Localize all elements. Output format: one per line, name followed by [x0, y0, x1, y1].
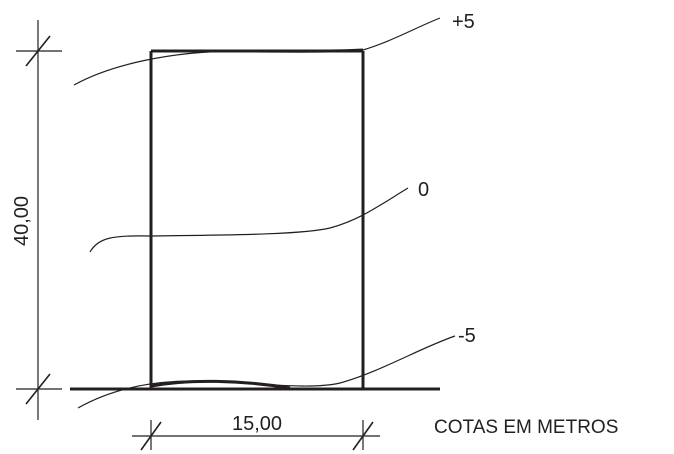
plot-rectangle [149, 49, 365, 389]
contour-line-minus5-overlap [150, 379, 291, 390]
width-dimension-label: 15,00 [232, 413, 282, 435]
contour-label-minus5: -5 [458, 325, 476, 347]
contour-label-zero: 0 [418, 179, 429, 201]
contour-line-zero [89, 187, 409, 253]
contour-line-plus5-overlap [239, 48, 364, 53]
contour-line-minus5 [77, 335, 456, 409]
height-dimension: 40,00 [11, 20, 62, 420]
height-dimension-label: 40,00 [11, 196, 33, 246]
contour-label-plus5: +5 [452, 11, 475, 33]
width-dimension: 15,00 [132, 413, 380, 451]
units-note: COTAS EM METROS [434, 417, 618, 438]
